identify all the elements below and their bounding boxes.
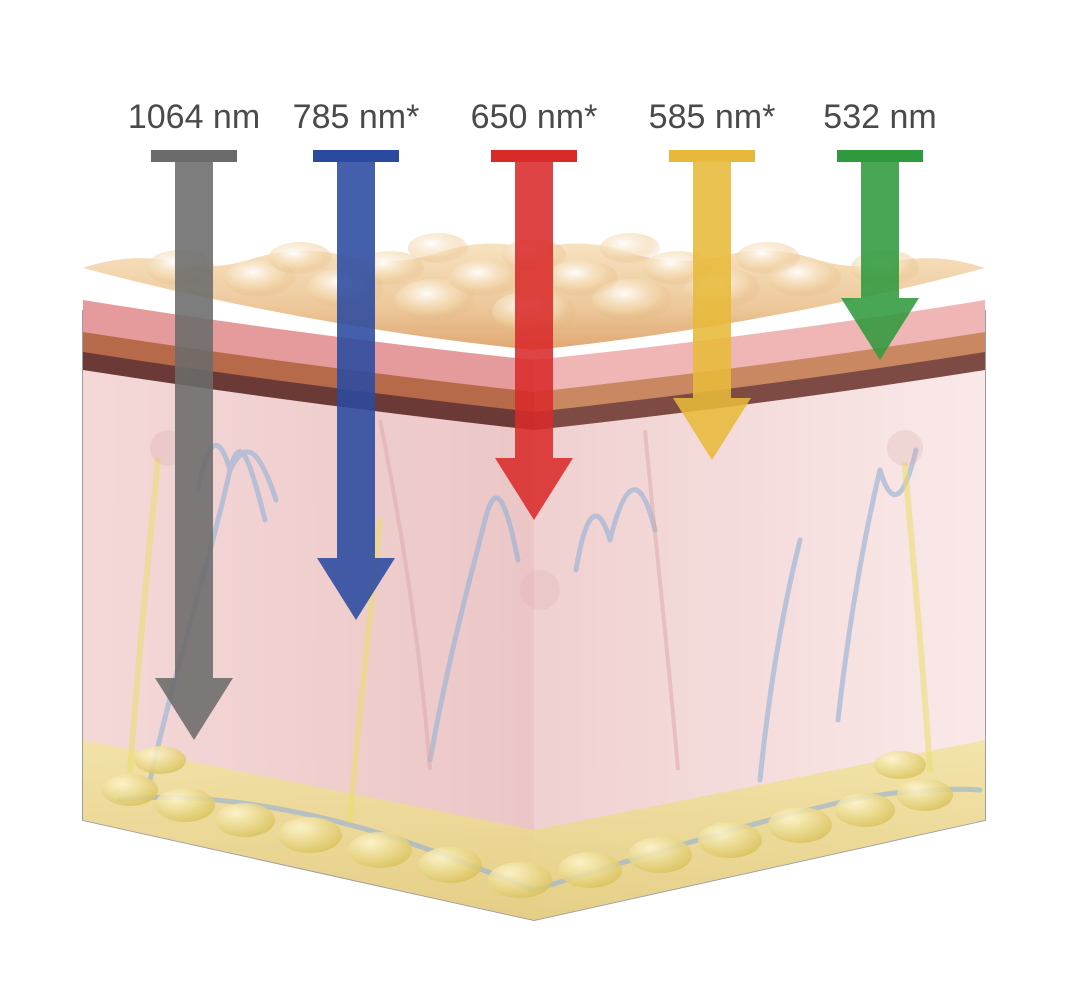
wavelength-label: 785 nm*: [293, 98, 420, 137]
wavelength-label: 532 nm: [823, 98, 936, 137]
wavelength-label: 1064 nm: [128, 98, 260, 137]
wavelength-label: 650 nm*: [471, 98, 598, 137]
skin-cross-section: [0, 0, 1068, 982]
diagram-stage: 1064 nm 785 nm* 650 nm* 585 nm* 532 nm: [0, 0, 1068, 982]
wavelength-label: 585 nm*: [649, 98, 776, 137]
